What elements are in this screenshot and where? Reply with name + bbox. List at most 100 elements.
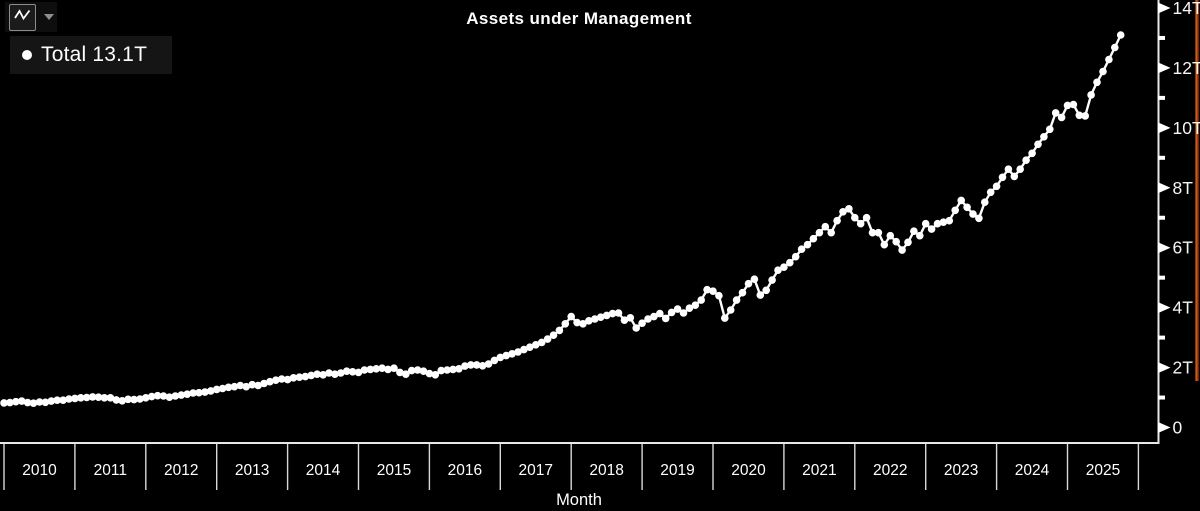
series-point <box>1051 109 1060 117</box>
legend-label: Total 13.1T <box>41 43 148 66</box>
series-point <box>307 371 316 380</box>
series-point <box>833 216 841 225</box>
series-point <box>71 394 79 403</box>
series-point <box>455 365 463 373</box>
y-axis-tick-label: 0 <box>1173 418 1183 438</box>
series-point <box>201 388 209 396</box>
series-point <box>532 341 540 349</box>
x-axis-year-label: 2022 <box>873 462 907 479</box>
series-point <box>23 398 32 407</box>
y-axis-tick-arrow <box>1158 2 1171 14</box>
series-point <box>177 391 186 399</box>
series-point <box>1093 78 1101 87</box>
series-point <box>0 399 8 407</box>
chart-type-button[interactable] <box>9 3 36 31</box>
series-point <box>614 309 623 317</box>
series-point <box>6 398 14 407</box>
series-point <box>691 301 700 310</box>
series-point <box>419 367 428 376</box>
series-point <box>301 372 310 381</box>
series-point <box>986 188 995 197</box>
y-axis-tick-label: 4T <box>1173 298 1194 318</box>
series-point <box>537 338 546 347</box>
series-point <box>295 373 304 382</box>
y-axis-tick-label: 6T <box>1173 238 1194 258</box>
series-point <box>715 291 723 300</box>
series-point <box>331 370 339 379</box>
series-point <box>1069 100 1078 109</box>
series-point <box>1057 113 1066 122</box>
series-point <box>342 367 351 376</box>
series-point <box>685 304 694 313</box>
series-point <box>1010 172 1019 181</box>
y-axis-tick-arrow <box>1158 302 1171 314</box>
series-point <box>797 245 806 253</box>
series-point <box>354 368 363 377</box>
series-point <box>591 315 599 323</box>
y-axis-tick-arrow <box>1158 62 1171 74</box>
series-point <box>407 366 416 375</box>
series-point <box>969 210 977 218</box>
line-chart-icon <box>14 7 31 27</box>
series-point <box>957 196 965 205</box>
series-point <box>916 231 924 240</box>
accent-stripe <box>1195 0 1199 381</box>
series-point <box>768 276 776 284</box>
series-point <box>756 291 765 299</box>
series-point <box>136 395 144 403</box>
y-axis-tick-label: 8T <box>1173 178 1194 198</box>
series-point <box>366 365 375 374</box>
series-point <box>94 393 103 402</box>
series-point <box>17 397 26 405</box>
series-point <box>372 365 381 373</box>
series-point <box>112 396 121 404</box>
series-point <box>449 365 457 374</box>
caret-down-icon[interactable] <box>44 14 54 20</box>
series-point <box>632 324 640 332</box>
x-axis-year-label: 2017 <box>519 462 553 479</box>
series-point <box>762 286 770 295</box>
series-point <box>780 263 788 272</box>
series-point <box>1028 149 1036 158</box>
series-point <box>626 314 635 322</box>
series-point <box>402 370 410 379</box>
series-point <box>738 288 747 297</box>
series-point <box>431 371 440 379</box>
series-point <box>106 394 115 402</box>
series-point <box>272 376 280 385</box>
y-axis-tick-label: 2T <box>1173 358 1194 378</box>
series-point <box>1016 165 1024 173</box>
series-point <box>661 314 670 323</box>
series-point <box>47 397 56 405</box>
series-point <box>171 392 180 400</box>
series-point <box>218 384 227 393</box>
series-point <box>100 394 109 402</box>
series-point <box>147 392 156 401</box>
series-point <box>159 392 168 400</box>
series-point <box>337 369 345 377</box>
x-axis-year-label: 2018 <box>589 462 623 479</box>
x-axis-year-label: 2010 <box>22 462 57 479</box>
series-point <box>384 365 392 374</box>
series-point <box>313 370 321 379</box>
series-point <box>260 379 268 388</box>
x-axis-year-label: 2013 <box>235 462 269 479</box>
series-point <box>461 362 469 370</box>
series-point <box>1034 140 1042 149</box>
y-axis-tick-arrow <box>1158 362 1171 374</box>
y-axis-minor-tick <box>1158 155 1165 160</box>
series-point <box>236 381 245 390</box>
series-point <box>478 362 487 370</box>
series-point <box>904 238 912 247</box>
series-point <box>803 240 812 249</box>
series-point <box>927 225 936 233</box>
x-axis-year-label: 2020 <box>731 462 766 479</box>
series-point <box>1022 156 1030 164</box>
x-axis-year-label: 2021 <box>802 462 836 479</box>
y-axis-minor-tick <box>1158 35 1165 40</box>
series-point <box>153 391 162 400</box>
series-point <box>514 348 522 356</box>
legend-item-total[interactable]: Total 13.1T <box>10 36 172 74</box>
series-point <box>608 309 617 318</box>
